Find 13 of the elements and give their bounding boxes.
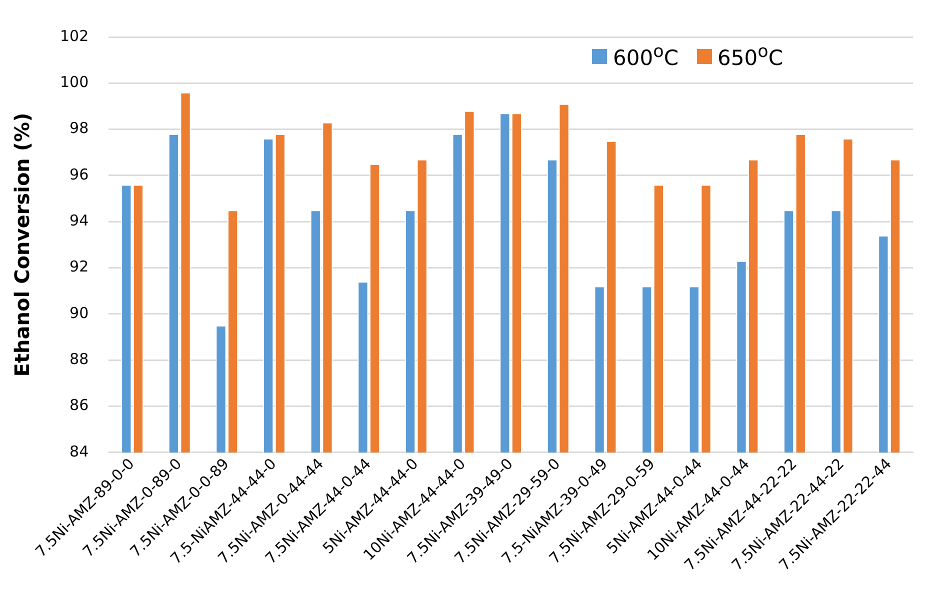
y-tick-label: 86 [70, 396, 89, 414]
y-tick-label: 84 [70, 442, 89, 460]
y-tick-label: 90 [70, 304, 89, 322]
legend-label: 650$^{o}$C [718, 42, 783, 70]
y-tick-label: 98 [70, 119, 89, 138]
y-tick-label: 94 [70, 212, 89, 230]
y-tick-label: 92 [70, 258, 89, 276]
y-axis-title: Ethanol Conversion (%) [10, 112, 34, 377]
y-tick-label: 88 [70, 350, 89, 368]
y-tick-label: 102 [60, 26, 89, 45]
legend-label: 600$^{o}$C [613, 42, 679, 70]
y-tick-label: 96 [70, 165, 89, 184]
y-tick-label: 100 [60, 73, 89, 92]
